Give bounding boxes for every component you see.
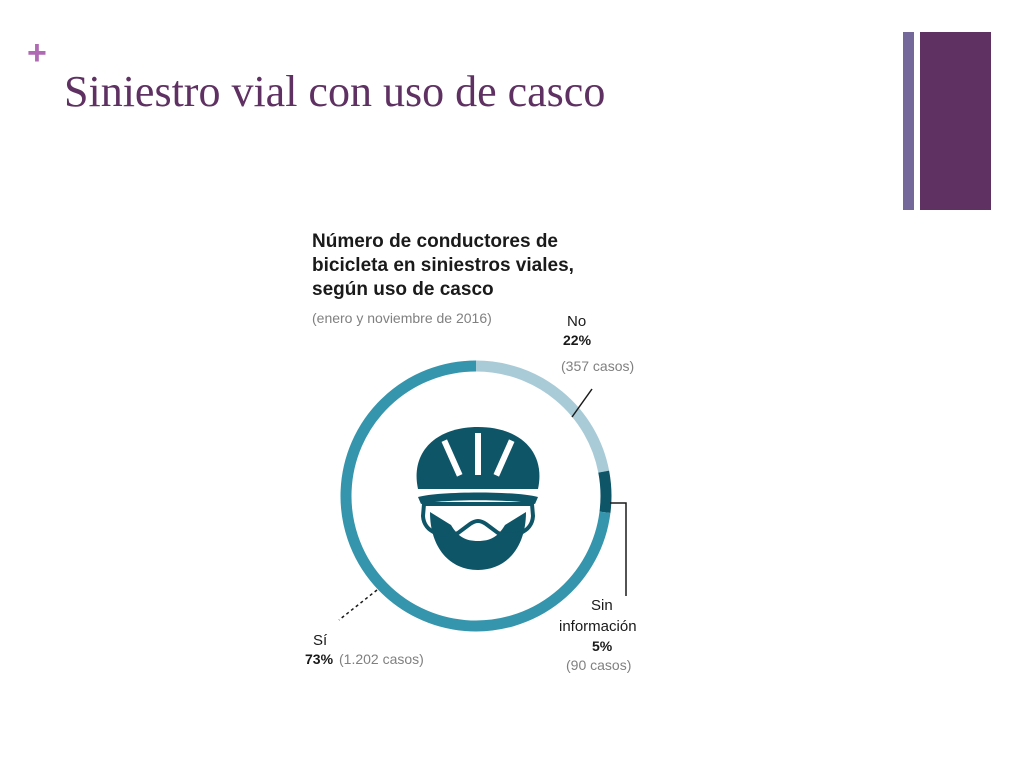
leader-line-no <box>571 388 593 418</box>
slice-cases-no: (357 casos) <box>561 358 634 374</box>
chart-title-line-2: bicicleta en siniestros viales, <box>312 255 574 276</box>
bullet-plus-icon: + <box>27 34 47 72</box>
slice-cases-sin-informacion: (90 casos) <box>566 657 631 673</box>
slice-label-si: Sí <box>313 632 328 649</box>
cyclist-helmet-icon <box>416 427 540 570</box>
donut-slice-sin <box>598 470 612 513</box>
donut-slice-si <box>340 360 611 632</box>
slice-percent-no: 22% <box>563 332 592 348</box>
slice-percent-si: 73% <box>305 651 334 667</box>
slice-label-no: No <box>567 313 586 330</box>
decorative-bar-thick <box>920 32 991 210</box>
donut-slice-no <box>475 360 610 473</box>
chart-subtitle: (enero y noviembre de 2016) <box>312 310 492 326</box>
leader-line-sin-informacion <box>610 502 627 596</box>
slice-label-sin-line-1: Sin <box>591 597 613 614</box>
slice-label-sin-line-2: información <box>559 618 637 635</box>
chart-title-line-1: Número de conductores de <box>312 231 558 252</box>
chart-title-line-3: según uso de casco <box>312 279 494 300</box>
decorative-bar-thin <box>903 32 914 210</box>
leader-line-si <box>338 589 378 621</box>
donut-slices <box>340 360 612 632</box>
slice-percent-sin-informacion: 5% <box>592 638 613 654</box>
slice-cases-si: (1.202 casos) <box>339 651 424 667</box>
slide-title: Siniestro vial con uso de casco <box>64 67 606 116</box>
